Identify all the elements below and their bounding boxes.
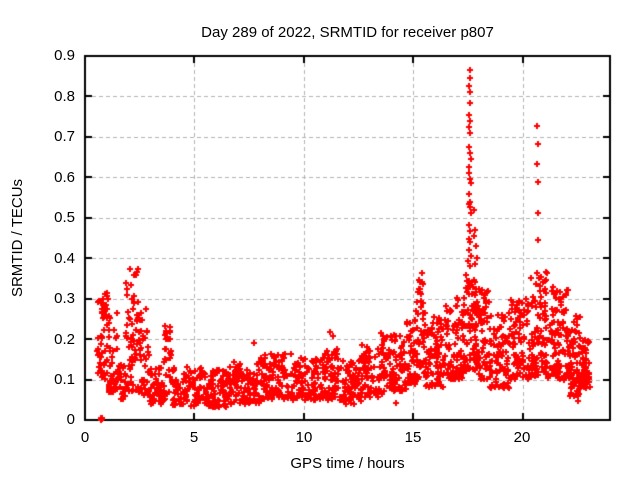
y-tick-label-0.4: 0.4 bbox=[54, 250, 75, 267]
y-tick-label-0: 0 bbox=[66, 411, 75, 428]
x-axis-label: GPS time / hours bbox=[290, 455, 405, 472]
y-tick-label-0.7: 0.7 bbox=[54, 128, 75, 145]
y-tick-label-0.3: 0.3 bbox=[54, 290, 75, 307]
y-axis-label: SRMTID / TECUs bbox=[9, 178, 26, 298]
x-tick-label-0: 0 bbox=[80, 429, 90, 446]
y-tick-label-0.9: 0.9 bbox=[54, 47, 75, 64]
y-tick-label-0.6: 0.6 bbox=[54, 169, 75, 186]
chart-title: Day 289 of 2022, SRMTID for receiver p80… bbox=[201, 24, 494, 41]
x-tick-label-10: 10 bbox=[295, 429, 313, 446]
x-tick-label-15: 15 bbox=[404, 429, 422, 446]
y-tick-label-0.5: 0.5 bbox=[54, 209, 75, 226]
x-tick-label-5: 5 bbox=[189, 429, 199, 446]
y-tick-label-0.1: 0.1 bbox=[54, 371, 75, 388]
y-tick-label-0.2: 0.2 bbox=[54, 331, 75, 348]
x-tick-label-20: 20 bbox=[513, 429, 531, 446]
y-tick-label-0.8: 0.8 bbox=[54, 88, 75, 105]
